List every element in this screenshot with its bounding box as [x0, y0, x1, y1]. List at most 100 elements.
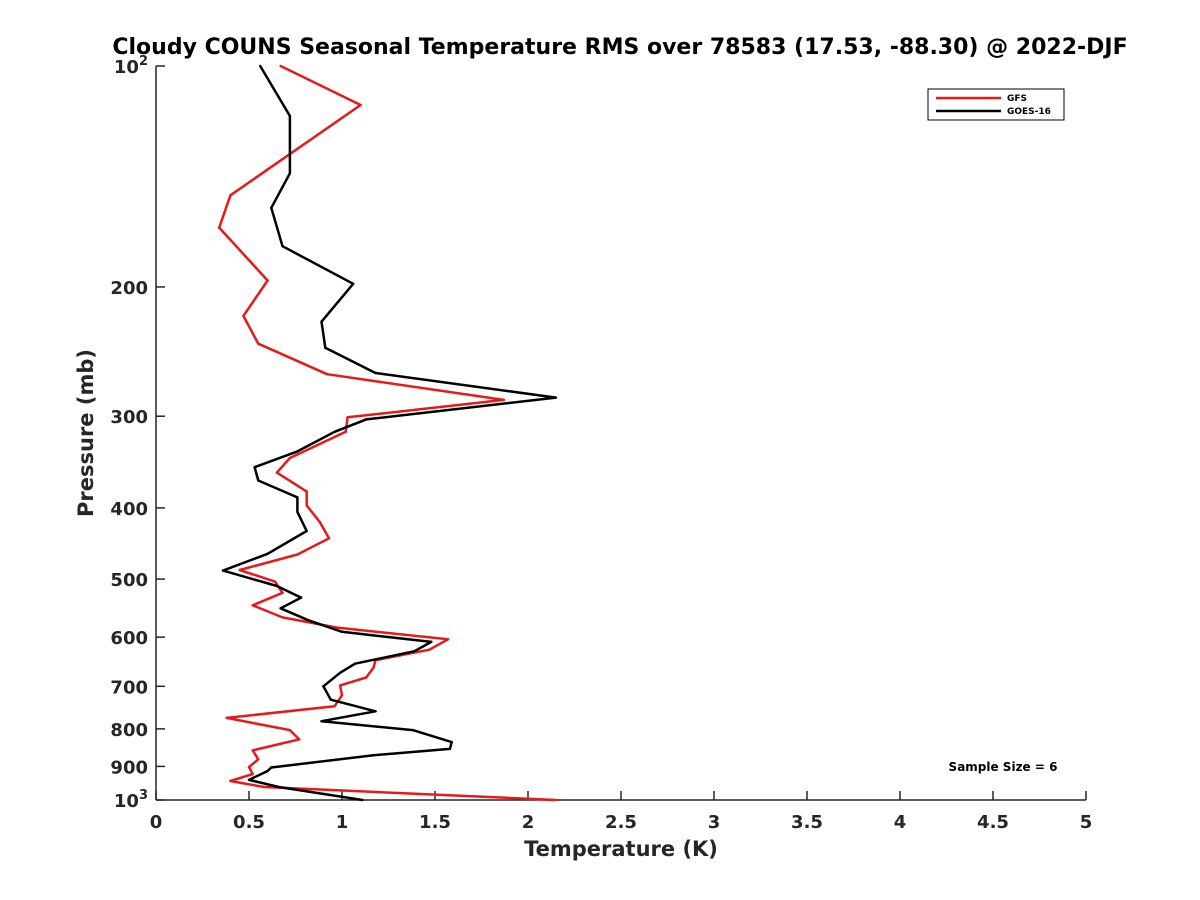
plot-area: 0 0.5 1 1.5 2 2.5 3 3.5 4 4.5 5 102200300400500600…	[110, 54, 1092, 833]
series-line-gfs	[217, 64, 556, 802]
data-point-gfs	[554, 798, 558, 802]
y-tick-label: 102	[114, 54, 148, 78]
x-tick-label: 5	[1080, 812, 1093, 833]
y-tick-label: 103	[114, 788, 148, 812]
data-point-gfs	[262, 785, 266, 789]
data-point-goes-16	[299, 596, 303, 599]
data-point-gfs	[344, 430, 347, 433]
data-point-goes-16	[275, 584, 279, 588]
x-axis-ticks: 0 0.5 1 1.5 2 2.5 3 3.5 4 4.5 5	[150, 791, 1093, 833]
data-point-goes-16	[372, 754, 375, 757]
legend-label-goes-16: GOES-16	[1007, 107, 1051, 117]
data-point-goes-16	[450, 740, 453, 744]
data-point-gfs	[247, 765, 251, 769]
data-point-gfs	[365, 676, 368, 679]
data-point-gfs	[281, 591, 284, 594]
data-point-goes-16	[281, 245, 284, 248]
data-point-goes-16	[413, 650, 416, 653]
data-point-gfs	[318, 520, 321, 524]
data-point-goes-16	[361, 798, 364, 802]
y-tick-label: 600	[110, 628, 148, 649]
data-point-gfs	[502, 398, 505, 402]
x-tick-label: 2.5	[605, 812, 637, 833]
data-point-goes-16	[374, 371, 377, 375]
data-point-goes-16	[307, 619, 310, 622]
data-point-goes-16	[247, 778, 251, 782]
legend: GFS GOES-16	[927, 88, 1065, 121]
data-point-gfs	[266, 279, 269, 282]
data-point-goes-16	[365, 418, 368, 421]
data-point-gfs	[257, 758, 260, 761]
data-point-goes-16	[296, 496, 299, 499]
y-tick-base: 10	[114, 57, 139, 78]
data-point-gfs	[428, 648, 431, 651]
data-point-gfs	[327, 537, 331, 540]
data-point-gfs	[335, 626, 338, 629]
data-point-gfs	[275, 471, 279, 474]
y-tick-label: 800	[110, 720, 148, 741]
data-point-gfs	[305, 490, 308, 493]
data-point-goes-16	[430, 640, 433, 644]
data-point-goes-16	[324, 346, 327, 349]
chart-title: Cloudy COUNS Seasonal Temperature RMS ov…	[112, 35, 1127, 60]
data-point-goes-16	[448, 747, 452, 751]
data-point-goes-16	[320, 720, 323, 723]
data-point-goes-16	[411, 728, 414, 732]
data-point-gfs	[251, 604, 254, 607]
data-point-goes-16	[277, 785, 280, 789]
data-point-gfs	[273, 580, 277, 583]
x-tick-label: 3	[708, 812, 721, 833]
data-point-goes-16	[266, 552, 269, 555]
data-point-goes-16	[270, 206, 273, 209]
data-point-goes-16	[296, 510, 299, 514]
x-tick-label: 1	[336, 812, 349, 833]
data-point-gfs	[251, 749, 254, 752]
data-point-goes-16	[270, 766, 273, 769]
data-point-goes-16	[221, 569, 225, 572]
series-line-goes-16	[221, 65, 558, 802]
sample-size-annotation: Sample Size = 6	[949, 760, 1058, 774]
data-point-goes-16	[340, 630, 344, 633]
y-tick-label: 400	[110, 499, 148, 520]
y-tick-label: 900	[110, 757, 148, 778]
y-tick-label: 500	[110, 570, 148, 591]
data-point-goes-16	[305, 529, 308, 533]
data-point-goes-16	[374, 710, 377, 713]
data-point-goes-16	[353, 662, 357, 665]
data-point-goes-16	[333, 430, 336, 433]
data-point-gfs	[225, 716, 228, 720]
x-axis-label: Temperature (K)	[524, 837, 718, 861]
x-tick-label: 4	[894, 812, 907, 833]
data-point-goes-16	[338, 671, 342, 674]
y-tick-label: 200	[110, 278, 148, 299]
data-point-goes-16	[322, 685, 325, 688]
data-point-goes-16	[296, 450, 299, 453]
data-point-gfs	[446, 638, 450, 641]
data-point-goes-16	[554, 396, 558, 399]
data-point-goes-16	[329, 698, 332, 701]
data-point-gfs	[296, 553, 299, 556]
data-point-gfs	[340, 694, 344, 697]
y-tick-base: 10	[114, 791, 139, 812]
data-point-goes-16	[257, 479, 260, 482]
data-point-gfs	[346, 416, 349, 419]
data-point-gfs	[229, 194, 232, 197]
data-point-gfs	[281, 616, 284, 619]
data-point-goes-16	[288, 172, 292, 175]
data-point-gfs	[229, 779, 232, 783]
data-point-gfs	[298, 738, 301, 741]
data-point-gfs	[338, 684, 342, 687]
data-point-gfs	[288, 456, 292, 460]
data-point-gfs	[242, 314, 245, 318]
data-point-goes-16	[352, 282, 355, 285]
data-point-goes-16	[320, 320, 323, 323]
legend-label-gfs: GFS	[1007, 94, 1027, 104]
y-tick-label: 700	[110, 677, 148, 698]
x-tick-label: 0.5	[233, 812, 265, 833]
x-tick-label: 3.5	[791, 812, 823, 833]
data-point-goes-16	[253, 466, 256, 469]
data-point-gfs	[257, 342, 260, 345]
x-tick-label: 2	[522, 812, 535, 833]
